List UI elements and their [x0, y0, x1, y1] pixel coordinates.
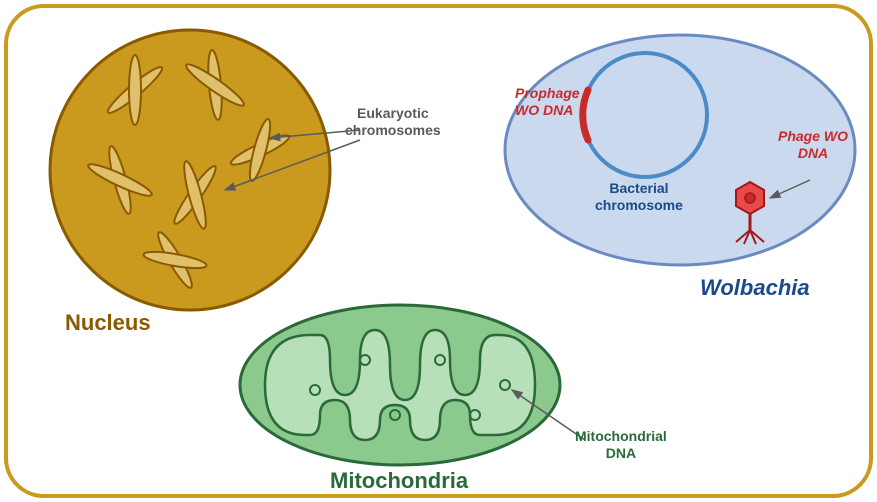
annotation-line1: Prophage [515, 85, 580, 101]
annotation-line2: chromosomes [345, 122, 441, 138]
prophage-annotation: Prophage WO DNA [515, 85, 580, 119]
phage-annotation: Phage WO DNA [778, 128, 848, 162]
annotation-line2: DNA [798, 145, 828, 161]
annotation-line1: Mitochondrial [575, 428, 667, 444]
annotation-line2: chromosome [595, 197, 683, 213]
mitochondria-label: Mitochondria [330, 468, 468, 494]
annotation-line2: WO DNA [515, 102, 573, 118]
annotation-line2: DNA [606, 445, 636, 461]
cell-membrane [4, 4, 873, 498]
annotation-line1: Phage WO [778, 128, 848, 144]
annotation-line1: Bacterial [609, 180, 668, 196]
annotation-line1: Eukaryotic [357, 105, 429, 121]
wolbachia-label: Wolbachia [700, 275, 810, 301]
nucleus-label: Nucleus [65, 310, 151, 336]
bacterial-chromosome-annotation: Bacterial chromosome [595, 180, 683, 214]
mtdna-annotation: Mitochondrial DNA [575, 428, 667, 462]
eukaryotic-chromosomes-annotation: Eukaryotic chromosomes [345, 105, 441, 139]
